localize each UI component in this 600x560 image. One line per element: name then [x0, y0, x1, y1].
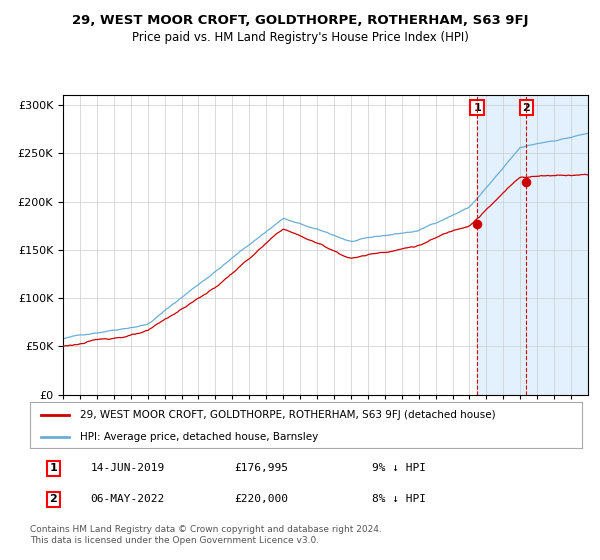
Bar: [477, 95, 588, 395]
Text: Price paid vs. HM Land Registry's House Price Index (HPI): Price paid vs. HM Land Registry's House …: [131, 31, 469, 44]
Text: 2: 2: [49, 494, 57, 505]
Text: 1: 1: [49, 464, 57, 473]
Text: 9% ↓ HPI: 9% ↓ HPI: [372, 464, 426, 473]
Text: 2: 2: [523, 102, 530, 113]
Text: 1: 1: [473, 102, 481, 113]
Text: Contains HM Land Registry data © Crown copyright and database right 2024.
This d: Contains HM Land Registry data © Crown c…: [30, 525, 382, 545]
Point: [472, 220, 482, 228]
Text: 29, WEST MOOR CROFT, GOLDTHORPE, ROTHERHAM, S63 9FJ: 29, WEST MOOR CROFT, GOLDTHORPE, ROTHERH…: [72, 14, 528, 27]
Point: [521, 178, 531, 186]
Text: 8% ↓ HPI: 8% ↓ HPI: [372, 494, 426, 505]
Text: 06-MAY-2022: 06-MAY-2022: [91, 494, 165, 505]
Text: £176,995: £176,995: [234, 464, 288, 473]
Text: HPI: Average price, detached house, Barnsley: HPI: Average price, detached house, Barn…: [80, 432, 318, 441]
Text: 29, WEST MOOR CROFT, GOLDTHORPE, ROTHERHAM, S63 9FJ (detached house): 29, WEST MOOR CROFT, GOLDTHORPE, ROTHERH…: [80, 410, 496, 420]
Text: 14-JUN-2019: 14-JUN-2019: [91, 464, 165, 473]
Text: £220,000: £220,000: [234, 494, 288, 505]
